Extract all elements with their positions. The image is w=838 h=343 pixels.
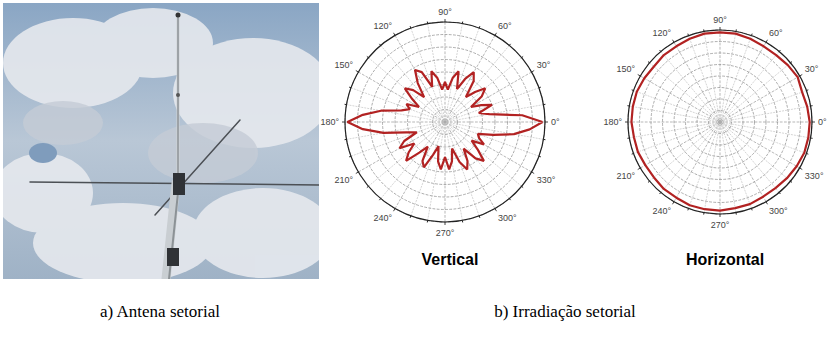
svg-text:330°: 330° bbox=[805, 171, 824, 181]
svg-text:180°: 180° bbox=[320, 117, 339, 127]
html-text:b) Irradiação setorial: b) Irradiação setorial bbox=[494, 302, 636, 321]
svg-text:Vertical: Vertical bbox=[422, 251, 479, 268]
svg-text:Horizontal: Horizontal bbox=[686, 251, 764, 268]
svg-text:120°: 120° bbox=[373, 21, 392, 31]
svg-text:210°: 210° bbox=[617, 171, 636, 181]
svg-text:270°: 270° bbox=[711, 220, 730, 230]
svg-text:0°: 0° bbox=[551, 117, 560, 127]
svg-text:150°: 150° bbox=[617, 64, 636, 74]
svg-text:120°: 120° bbox=[652, 28, 671, 38]
svg-text:90°: 90° bbox=[438, 7, 452, 17]
svg-text:30°: 30° bbox=[805, 64, 819, 74]
svg-text:240°: 240° bbox=[652, 206, 671, 216]
html-text:a) Antena setorial: a) Antena setorial bbox=[100, 302, 220, 321]
svg-text:300°: 300° bbox=[498, 213, 517, 223]
svg-text:0°: 0° bbox=[818, 117, 827, 127]
svg-text:210°: 210° bbox=[335, 175, 354, 185]
svg-text:330°: 330° bbox=[537, 175, 556, 185]
svg-text:60°: 60° bbox=[498, 21, 512, 31]
svg-text:150°: 150° bbox=[335, 60, 354, 70]
svg-text:300°: 300° bbox=[769, 206, 788, 216]
svg-text:180°: 180° bbox=[603, 117, 622, 127]
svg-text:60°: 60° bbox=[769, 28, 783, 38]
svg-text:270°: 270° bbox=[436, 228, 455, 238]
svg-text:240°: 240° bbox=[373, 213, 392, 223]
svg-text:90°: 90° bbox=[713, 15, 727, 25]
svg-text:30°: 30° bbox=[537, 60, 551, 70]
